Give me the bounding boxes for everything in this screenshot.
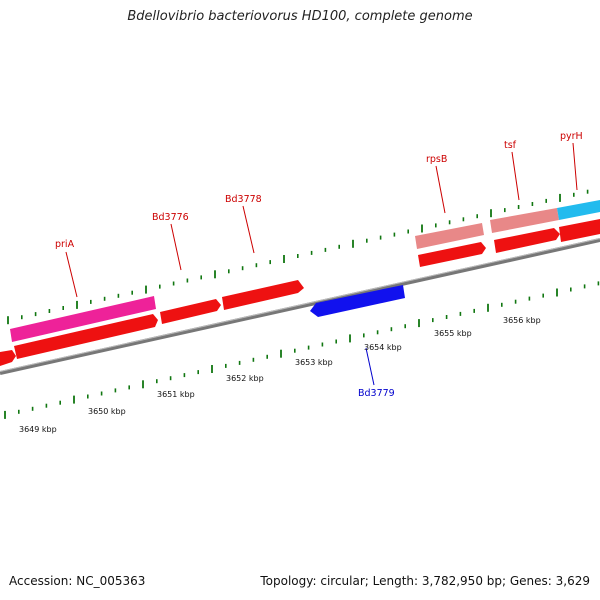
kbp-label: 3653 kbp [295,358,333,367]
label-pointers [65,142,578,386]
kbp-label: 3656 kbp [503,316,541,325]
feature-arrow[interactable] [418,242,486,267]
Bd3779-feature-arrow[interactable] [310,285,405,317]
accession-text: Accession: NC_005363 [9,574,146,588]
kbp-label: 3654 kbp [364,343,402,352]
gene-label-pyrH[interactable]: pyrH [560,131,583,142]
feature-arrow[interactable] [494,228,560,253]
kbp-label: 3649 kbp [19,425,57,434]
cyan-feature-bar[interactable] [557,200,600,220]
upper-tick-track [7,189,589,325]
priA-feature-bar[interactable] [10,296,156,342]
gene-label-Bd3776[interactable]: Bd3776 [152,212,189,223]
gene-label-Bd3779[interactable]: Bd3779 [358,388,395,399]
forward-feature-lane [0,219,600,366]
feature-arrow[interactable] [559,219,600,242]
genome-summary-text: Topology: circular; Length: 3,782,950 bp… [260,574,590,588]
lower-tick-track [4,281,600,419]
kbp-label: 3651 kbp [157,390,195,399]
genome-title: Bdellovibrio bacteriovorus HD100, comple… [127,9,473,24]
feature-arrow[interactable] [14,314,158,359]
kbp-scale-labels: 3649 kbp 3650 kbp 3651 kbp 3652 kbp 3653… [19,316,541,434]
feature-arrow[interactable] [160,299,221,324]
backbone-highlight [0,238,600,372]
backbone-line [0,238,600,375]
rna-feature-bar[interactable] [490,208,559,233]
kbp-label: 3652 kbp [226,374,264,383]
feature-arrow[interactable] [222,280,304,310]
gene-label-Bd3778[interactable]: Bd3778 [225,194,262,205]
gene-label-rpsB[interactable]: rpsB [426,154,447,165]
gene-label-priA[interactable]: priA [55,239,75,250]
gene-label-tsf[interactable]: tsf [504,140,517,151]
upper-feature-lane [10,200,600,342]
feature-arrow[interactable] [0,350,16,366]
kbp-label: 3655 kbp [434,329,472,338]
rna-feature-bar[interactable] [415,223,484,249]
kbp-label: 3650 kbp [88,407,126,416]
